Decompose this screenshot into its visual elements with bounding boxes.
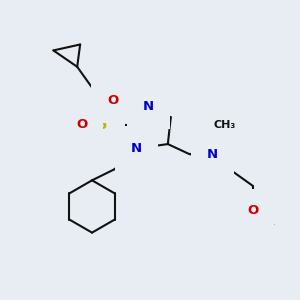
Text: N: N (143, 100, 154, 113)
Text: O: O (107, 94, 118, 107)
Text: CH₃: CH₃ (214, 120, 236, 130)
Text: N: N (131, 142, 142, 155)
Text: S: S (97, 117, 108, 132)
Text: N: N (207, 148, 218, 161)
Text: O: O (247, 204, 258, 218)
Text: O: O (76, 118, 87, 131)
